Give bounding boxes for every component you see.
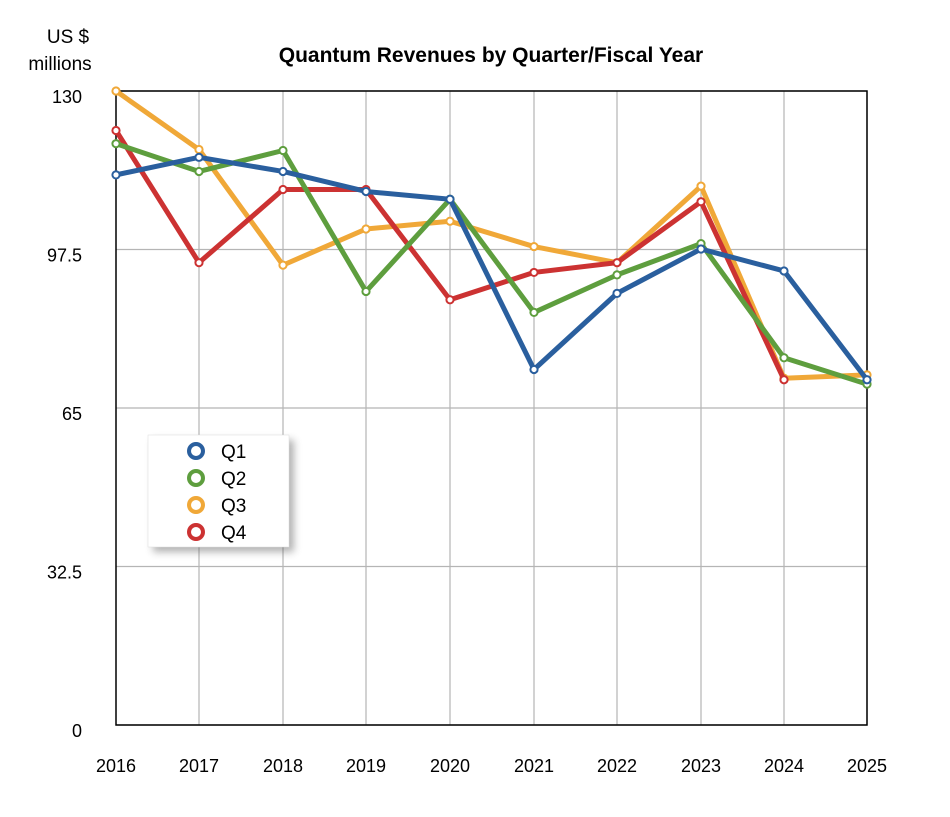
- y-tick-label: 130: [52, 87, 82, 107]
- x-tick-label: 2016: [96, 756, 136, 776]
- legend-label-q3: Q3: [221, 496, 246, 517]
- y-axis-label-line1: US $: [47, 27, 90, 48]
- x-tick-label: 2017: [179, 756, 219, 776]
- x-tick-label: 2022: [597, 756, 637, 776]
- data-point-q4: [696, 197, 706, 207]
- data-point-q3: [361, 224, 371, 234]
- x-tick-label: 2023: [681, 756, 721, 776]
- legend-marker-q1: [187, 442, 205, 460]
- y-tick-label: 0: [72, 721, 82, 741]
- data-point-q1: [696, 244, 706, 254]
- data-point-q3: [529, 241, 539, 252]
- y-tick-label: 65: [62, 404, 82, 424]
- data-point-q2: [278, 145, 288, 156]
- data-point-q4: [779, 375, 789, 385]
- data-point-q1: [361, 186, 371, 197]
- legend-label-q1: Q1: [221, 442, 246, 463]
- series-line-q1: [113, 154, 870, 383]
- data-point-q4: [529, 267, 539, 278]
- series-q4: [111, 125, 789, 385]
- legend-box: [147, 434, 290, 548]
- plot-frame: [115, 90, 868, 726]
- series-line-q2: [113, 141, 870, 387]
- x-tick-label: 2020: [430, 756, 470, 776]
- data-point-q3: [445, 216, 455, 226]
- x-tick-label: 2024: [764, 756, 804, 776]
- data-point-q1: [194, 152, 204, 162]
- series-q3: [111, 86, 872, 383]
- data-point-q2: [779, 353, 789, 363]
- data-point-q3: [696, 181, 706, 191]
- series-line-q3: [113, 88, 870, 381]
- data-point-q1: [612, 288, 622, 298]
- data-point-q2: [529, 307, 539, 318]
- x-tick-label: 2025: [847, 756, 887, 776]
- legend-label-q4: Q4: [221, 523, 247, 544]
- data-point-q4: [194, 258, 204, 268]
- data-point-q2: [612, 270, 622, 280]
- legend-marker-q4: [187, 523, 205, 541]
- legend-items: Q1 Q2 Q3 Q4: [187, 442, 247, 544]
- y-tick-label: 97.5: [47, 246, 82, 266]
- data-point-q4: [111, 125, 121, 136]
- data-point-q1: [779, 266, 789, 276]
- x-tick-label: 2019: [346, 756, 386, 776]
- data-point-q3: [111, 86, 121, 96]
- data-point-q1: [278, 166, 288, 177]
- series-lines: [111, 86, 872, 389]
- data-point-q4: [445, 295, 455, 305]
- y-axis-label-line2: millions: [28, 54, 91, 75]
- data-point-q4: [278, 184, 288, 195]
- data-point-q2: [361, 286, 371, 297]
- y-tick-labels: 130 97.5 65 32.5 0: [47, 87, 82, 741]
- data-point-q2: [194, 166, 204, 177]
- legend: Q1 Q2 Q3 Q4: [147, 434, 294, 552]
- data-point-q1: [111, 170, 121, 180]
- data-point-q4: [612, 258, 622, 268]
- data-point-q1: [445, 194, 455, 204]
- data-point-q3: [278, 260, 288, 270]
- data-point-q1: [529, 364, 539, 375]
- chart-title: Quantum Revenues by Quarter/Fiscal Year: [279, 44, 703, 67]
- legend-marker-q3: [187, 496, 205, 514]
- x-tick-labels: 2016 2017 2018 2019 2020 2021 2022 2023 2024 2025: [96, 756, 887, 776]
- data-point-q3: [194, 144, 204, 155]
- data-point-q1: [862, 375, 872, 385]
- y-tick-label: 32.5: [47, 563, 82, 583]
- x-tick-label: 2021: [514, 756, 554, 776]
- legend-marker-q2: [187, 469, 205, 487]
- series-q1: [111, 152, 872, 385]
- data-point-q2: [111, 139, 121, 149]
- x-tick-label: 2018: [263, 756, 303, 776]
- legend-label-q2: Q2: [221, 469, 246, 490]
